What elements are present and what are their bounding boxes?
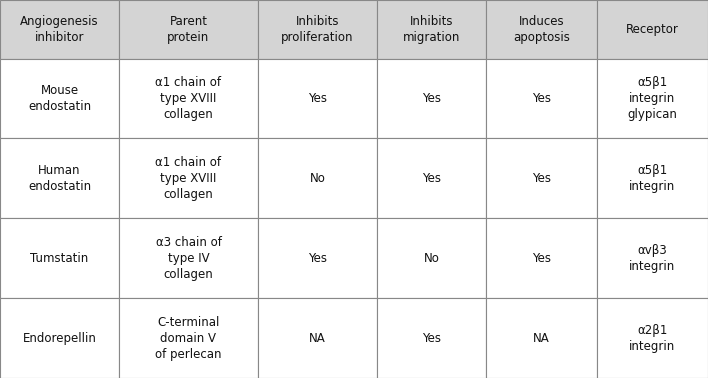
Text: αvβ3
integrin: αvβ3 integrin [629, 244, 675, 273]
Bar [0, 218, 119, 298]
Text: Yes: Yes [308, 92, 327, 105]
Bar [258, 0, 377, 59]
Text: Angiogenesis
inhibitor: Angiogenesis inhibitor [21, 15, 99, 44]
Text: NA: NA [533, 332, 549, 345]
Bar [119, 218, 258, 298]
Bar [119, 138, 258, 218]
Text: No: No [423, 252, 439, 265]
Bar [0, 298, 119, 378]
Text: NA: NA [309, 332, 326, 345]
Bar [0, 138, 119, 218]
Text: Mouse
endostatin: Mouse endostatin [28, 84, 91, 113]
Text: Yes: Yes [422, 332, 441, 345]
Text: No: No [309, 172, 325, 185]
Bar [377, 138, 486, 218]
Text: α5β1
integrin: α5β1 integrin [629, 164, 675, 193]
Text: Yes: Yes [422, 172, 441, 185]
Bar [377, 298, 486, 378]
Text: C-terminal
domain V
of perlecan: C-terminal domain V of perlecan [155, 316, 222, 361]
Bar [258, 59, 377, 138]
Bar [597, 138, 708, 218]
Bar [258, 298, 377, 378]
Bar [377, 59, 486, 138]
Text: Induces
apoptosis: Induces apoptosis [513, 15, 570, 44]
Bar [486, 59, 597, 138]
Bar [0, 0, 119, 59]
Text: Yes: Yes [532, 252, 551, 265]
Text: Parent
protein: Parent protein [167, 15, 210, 44]
Bar [597, 0, 708, 59]
Bar [597, 218, 708, 298]
Text: α3 chain of
type IV
collagen: α3 chain of type IV collagen [156, 236, 222, 281]
Text: α5β1
integrin
glypican: α5β1 integrin glypican [627, 76, 678, 121]
Bar [486, 138, 597, 218]
Text: Yes: Yes [422, 92, 441, 105]
Bar [119, 298, 258, 378]
Text: α1 chain of
type XVIII
collagen: α1 chain of type XVIII collagen [156, 156, 222, 201]
Bar [486, 218, 597, 298]
Text: Endorepellin: Endorepellin [23, 332, 96, 345]
Bar [486, 0, 597, 59]
Bar [597, 59, 708, 138]
Text: Receptor: Receptor [626, 23, 679, 36]
Text: Tumstatin: Tumstatin [30, 252, 88, 265]
Bar [597, 298, 708, 378]
Bar [486, 298, 597, 378]
Text: Human
endostatin: Human endostatin [28, 164, 91, 193]
Bar [119, 0, 258, 59]
Text: Inhibits
proliferation: Inhibits proliferation [281, 15, 353, 44]
Bar [258, 138, 377, 218]
Text: Yes: Yes [532, 92, 551, 105]
Bar [258, 218, 377, 298]
Text: Yes: Yes [308, 252, 327, 265]
Text: α2β1
integrin: α2β1 integrin [629, 324, 675, 353]
Text: Yes: Yes [532, 172, 551, 185]
Bar [0, 59, 119, 138]
Bar [377, 0, 486, 59]
Bar [119, 59, 258, 138]
Text: Inhibits
migration: Inhibits migration [403, 15, 460, 44]
Text: α1 chain of
type XVIII
collagen: α1 chain of type XVIII collagen [156, 76, 222, 121]
Bar [377, 218, 486, 298]
